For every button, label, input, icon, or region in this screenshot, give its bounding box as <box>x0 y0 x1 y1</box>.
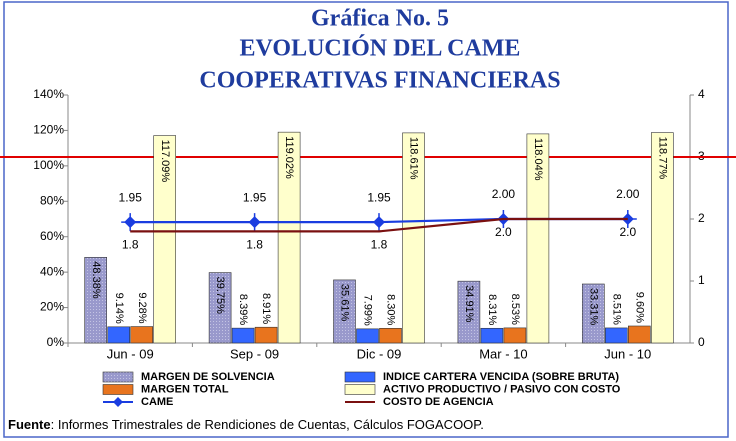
bar <box>480 327 504 344</box>
x-tick-label: Sep - 09 <box>230 346 279 361</box>
y2-tick-label: 0 <box>698 335 705 349</box>
value-label: 9.60% <box>633 292 645 323</box>
value-label: 1.95 <box>243 190 267 204</box>
y-tick-label: 140% <box>33 87 64 101</box>
legend-label: MARGEN TOTAL <box>141 383 229 395</box>
bar <box>153 135 176 344</box>
y-tick-label: 40% <box>40 264 64 278</box>
legend-label: COSTO DE AGENCIA <box>383 396 494 408</box>
value-label: 8.91% <box>260 293 272 324</box>
y-tick-label: 80% <box>40 193 64 207</box>
value-label: 1.8 <box>122 238 139 252</box>
legend-label: MARGEN DE SOLVENCIA <box>141 371 275 383</box>
source-text: : Informes Trimestrales de Rendiciones d… <box>51 417 484 432</box>
value-label: 2.0 <box>495 225 512 239</box>
chart-title: EVOLUCIÓN DEL CAME <box>240 35 521 62</box>
legend-swatch <box>102 384 134 395</box>
legend-marker <box>113 397 123 407</box>
value-label: 118.04% <box>532 138 544 181</box>
legend-label: ACTIVO PRODUCTIVO / PASIVO CON COSTO <box>383 383 621 395</box>
value-label: 117.09% <box>159 140 171 183</box>
bar <box>333 279 356 344</box>
legend-swatch <box>102 371 134 383</box>
x-tick-label: Dic - 09 <box>357 346 402 361</box>
y2-tick-label: 2 <box>698 211 705 225</box>
bar <box>356 328 379 344</box>
y2-tick-label: 1 <box>698 273 705 287</box>
value-label: 1.95 <box>367 190 391 204</box>
legend-swatch <box>344 384 376 395</box>
bar <box>627 325 651 344</box>
value-label: 118.61% <box>408 137 420 180</box>
value-label: 35.61% <box>339 284 351 322</box>
chart-title: COOPERATIVAS FINANCIERAS <box>199 68 560 94</box>
bar <box>526 133 550 344</box>
value-label: 8.39% <box>237 294 249 325</box>
bar <box>379 327 402 344</box>
x-tick-label: Jun - 10 <box>604 346 651 361</box>
bar <box>503 327 527 344</box>
value-label: 8.30% <box>385 294 397 325</box>
value-label: 8.53% <box>509 294 521 325</box>
value-label: 119.02% <box>283 136 295 179</box>
line <box>130 217 628 233</box>
chart-title: Gráfica No. 5 <box>311 6 449 32</box>
value-label: 1.8 <box>246 238 263 252</box>
marker <box>121 213 140 232</box>
bar <box>84 256 107 344</box>
bar <box>604 327 628 344</box>
value-label: 2.00 <box>492 187 516 201</box>
value-label: 118.77% <box>656 137 668 180</box>
value-label: 1.8 <box>371 238 388 252</box>
legend-swatch <box>344 371 376 383</box>
y2-tick-label: 4 <box>698 87 705 101</box>
value-label: 7.99% <box>362 295 374 326</box>
value-label: 2.0 <box>619 225 636 239</box>
marker <box>245 213 264 232</box>
bar <box>107 326 130 344</box>
bar <box>277 131 301 344</box>
source: Fuente: Informes Trimestrales de Rendici… <box>8 417 484 432</box>
marker-cross <box>121 213 140 232</box>
value-label: 48.38% <box>90 261 102 299</box>
x-tick-label: Jun - 09 <box>107 346 154 361</box>
marker-cross <box>370 213 388 232</box>
value-label: 33.31% <box>587 288 599 326</box>
legend-label: INDICE CARTERA VENCIDA (SOBRE BRUTA) <box>383 371 619 383</box>
y-tick-label: 60% <box>40 229 64 243</box>
bar <box>581 283 605 344</box>
marker <box>370 213 388 232</box>
legend-label: CAME <box>141 396 173 408</box>
bar <box>650 132 674 344</box>
bar <box>254 326 278 344</box>
source-label: Fuente <box>8 417 51 432</box>
value-label: 34.91% <box>463 285 475 323</box>
value-label: 1.95 <box>119 190 143 204</box>
bar <box>130 326 153 344</box>
x-tick-label: Mar - 10 <box>479 346 527 361</box>
value-label: 8.51% <box>610 294 622 325</box>
marker-cross <box>245 213 264 232</box>
value-label: 2.00 <box>616 187 640 201</box>
value-label: 8.31% <box>486 294 498 325</box>
bar <box>402 132 425 344</box>
bar <box>208 272 232 344</box>
y-tick-label: 20% <box>40 300 64 314</box>
y-tick-label: 120% <box>33 123 64 137</box>
y-tick-label: 100% <box>33 158 64 172</box>
value-label: 9.28% <box>136 292 148 323</box>
value-label: 9.14% <box>113 293 125 324</box>
y-tick-label: 0% <box>47 335 65 349</box>
value-label: 39.75% <box>214 277 226 315</box>
bar <box>457 280 481 344</box>
bar <box>231 327 255 344</box>
